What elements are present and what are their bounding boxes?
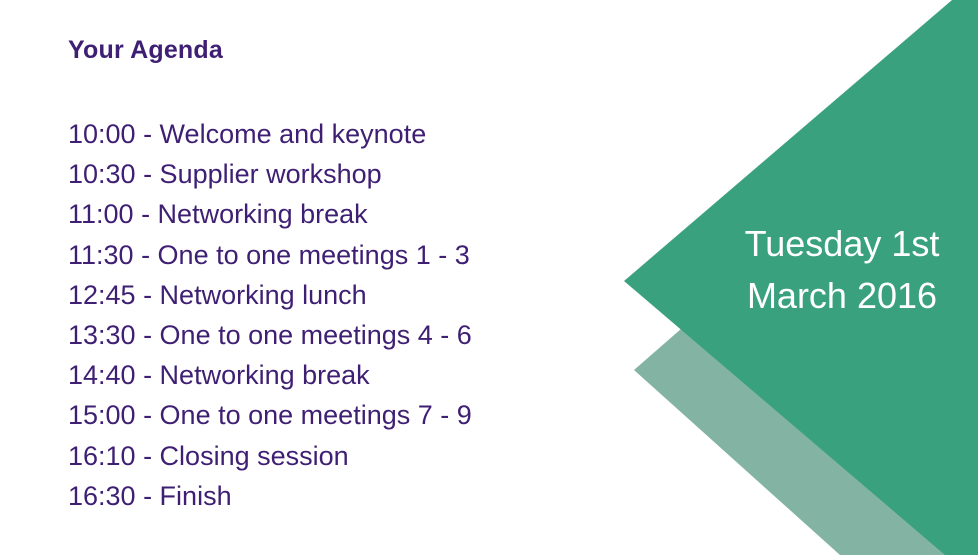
event-date-weekday: Tuesday 1st	[744, 223, 940, 264]
agenda-item: 10:30 - Supplier workshop	[68, 159, 382, 190]
agenda-item: 11:00 - Networking break	[68, 199, 368, 230]
agenda-list: 10:00 - Welcome and keynote 10:30 - Supp…	[68, 114, 472, 516]
event-date-month-year: March 2016	[746, 275, 938, 316]
agenda-item: 13:30 - One to one meetings 4 - 6	[68, 320, 472, 351]
agenda-item: 10:00 - Welcome and keynote	[68, 119, 427, 149]
agenda-item: 16:30 - Finish	[68, 480, 232, 511]
agenda-title: Your Agenda	[68, 36, 223, 64]
agenda-item: 16:10 - Closing session	[68, 440, 349, 471]
agenda-item: 14:40 - Networking break	[68, 360, 370, 391]
main-triangle-shape	[624, 0, 978, 555]
agenda-item: 12:45 - Networking lunch	[68, 279, 367, 310]
agenda-item: 11:30 - One to one meetings 1 - 3	[68, 239, 470, 270]
event-date: Tuesday 1st March 2016	[722, 218, 962, 322]
agenda-item: 15:00 - One to one meetings 7 - 9	[68, 400, 472, 431]
